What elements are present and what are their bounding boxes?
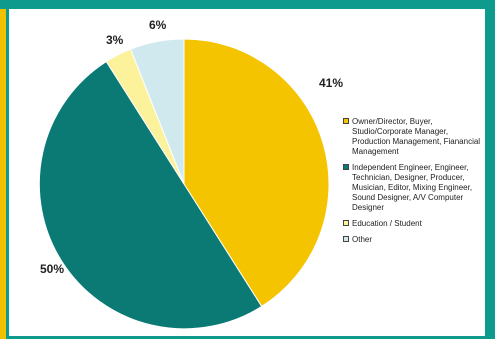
accent-bar bbox=[0, 9, 6, 339]
pie-slice-owner bbox=[183, 38, 330, 308]
pie-label-independent: 50% bbox=[40, 262, 64, 276]
legend-swatch-other bbox=[343, 236, 349, 242]
pie-label-other: 6% bbox=[149, 18, 167, 32]
legend-swatch-owner bbox=[343, 118, 349, 124]
legend-item-owner: Owner/Director, Buyer, Studio/Corporate … bbox=[343, 117, 483, 157]
pie-label-owner: 41% bbox=[319, 76, 343, 90]
legend-label-education: Education / Student bbox=[352, 219, 422, 228]
legend-swatch-independent bbox=[343, 164, 349, 170]
pie-slice-independent bbox=[38, 60, 263, 330]
legend-label-other: Other bbox=[352, 235, 373, 244]
legend-item-education: Education / Student bbox=[343, 219, 483, 229]
pie-slice-other bbox=[129, 38, 185, 185]
chart-legend: Owner/Director, Buyer, Studio/Corporate … bbox=[343, 117, 483, 251]
legend-item-independent: Independent Engineer, Engineer, Technici… bbox=[343, 163, 483, 213]
legend-item-other: Other bbox=[343, 235, 483, 245]
legend-swatch-education bbox=[343, 220, 349, 226]
legend-label-owner: Owner/Director, Buyer, Studio/Corporate … bbox=[352, 117, 481, 156]
legend-label-independent: Independent Engineer, Engineer, Technici… bbox=[352, 163, 473, 212]
pie-label-education: 3% bbox=[106, 33, 124, 47]
